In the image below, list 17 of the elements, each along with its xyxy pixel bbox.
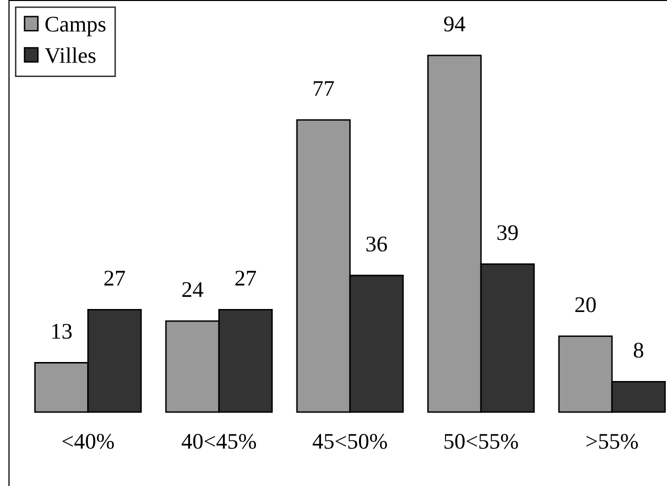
x-tick-label: 45<50% bbox=[312, 434, 387, 449]
x-tick-label: 40<45% bbox=[182, 434, 256, 449]
data-label: 27 bbox=[235, 270, 256, 286]
data-label: 39 bbox=[497, 225, 518, 240]
data-label: 94 bbox=[444, 16, 466, 32]
x-tick-label: 50<55% bbox=[444, 434, 518, 449]
x-tick-label: <40% bbox=[62, 434, 114, 449]
data-label: 8 bbox=[634, 342, 644, 358]
legend-label: Camps bbox=[45, 16, 106, 36]
x-tick-label: >55% bbox=[586, 434, 638, 449]
data-label: 13 bbox=[52, 324, 72, 339]
legend-label: Villes bbox=[44, 47, 96, 64]
data-label: 20 bbox=[575, 297, 596, 312]
data-label: 77 bbox=[314, 81, 334, 96]
data-label: 24 bbox=[182, 282, 204, 297]
data-label: 27 bbox=[104, 270, 125, 286]
data-label: 36 bbox=[366, 236, 387, 252]
